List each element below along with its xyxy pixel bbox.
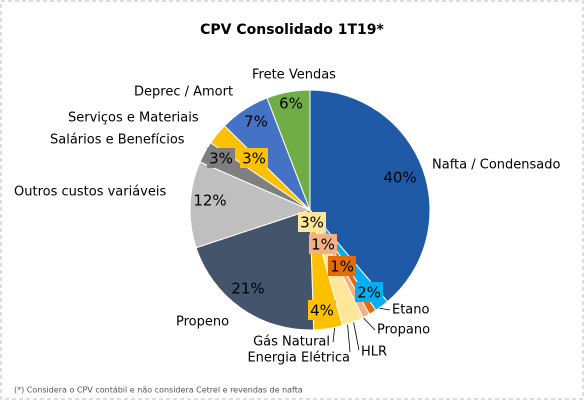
label-box (355, 282, 383, 302)
slice (195, 209, 315, 331)
category-label: Energia Elétrica (247, 351, 350, 366)
value-label: 6% (279, 95, 303, 113)
slices (189, 89, 431, 331)
value-label: 2% (357, 284, 381, 302)
category-label: Deprec / Amort (134, 85, 233, 100)
category-label: Serviços e Materiais (68, 111, 199, 126)
category-label: Propano (377, 323, 430, 338)
category-label: Propeno (176, 315, 229, 330)
category-label: Gás Natural (253, 335, 330, 350)
value-label: 3% (300, 214, 324, 232)
value-label: 3% (209, 150, 233, 168)
slice (266, 89, 311, 211)
value-label: 1% (311, 236, 335, 254)
category-label: Frete Vendas (252, 68, 336, 83)
category-label: HLR (361, 345, 387, 360)
value-label: 12% (193, 192, 226, 210)
value-label: 40% (383, 169, 416, 187)
footnote: (*) Considera o CPV contábil e não consi… (14, 386, 303, 395)
label-box (298, 212, 326, 232)
value-label: 4% (310, 302, 334, 320)
label-box (207, 148, 235, 168)
label-box (309, 234, 337, 254)
label-box (308, 300, 336, 320)
slice (189, 161, 312, 249)
label-box (328, 256, 356, 276)
slice (309, 89, 431, 303)
value-label: 7% (244, 113, 268, 131)
chart-title: CPV Consolidado 1T19* (200, 22, 384, 38)
category-label: Outros custos variáveis (14, 185, 166, 200)
label-box (240, 148, 268, 168)
value-label: 21% (231, 280, 264, 298)
value-label: 1% (330, 258, 354, 276)
category-label: Etano (392, 303, 430, 318)
category-label: Nafta / Condensado (432, 158, 560, 173)
value-label: 3% (242, 150, 266, 168)
category-label: Salários e Benefícios (50, 133, 185, 148)
